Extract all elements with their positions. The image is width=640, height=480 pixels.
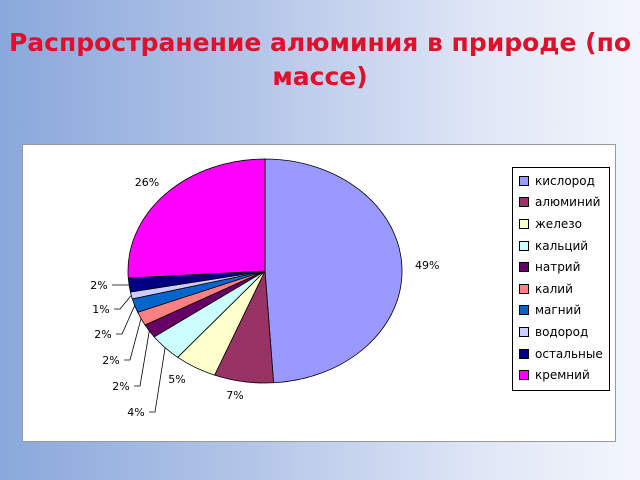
legend-label: алюминий — [535, 195, 601, 210]
pie-slice-1 — [264, 158, 403, 384]
legend-item: остальные — [513, 343, 609, 365]
legend-item: кальций — [513, 235, 609, 257]
legend-swatch — [519, 218, 529, 229]
legend-swatch — [519, 370, 529, 381]
legend-item: водород — [513, 321, 609, 343]
chart-legend: кислород алюминий железо кальций натрий калий… — [512, 167, 610, 391]
legend-swatch — [519, 262, 529, 273]
legend-swatch — [519, 197, 529, 208]
legend-swatch — [519, 283, 529, 294]
pie-chart: 49% 7% 5% 4% 2% 2% 2% 1% 2% 26% — [90, 158, 439, 419]
legend-item: железо — [513, 213, 609, 235]
legend-label: магний — [535, 303, 582, 318]
chart-panel: 49% 7% 5% 4% 2% 2% 2% 1% 2% 26% кислород алюминий ж… — [22, 144, 616, 442]
data-label-3: 5% — [168, 373, 185, 386]
data-label-4: 4% — [127, 406, 144, 419]
leader-line-7 — [116, 305, 136, 335]
legend-swatch — [519, 348, 529, 359]
legend-item: кремний — [513, 364, 609, 386]
legend-label: кислород — [535, 173, 595, 188]
legend-label: водород — [535, 324, 589, 339]
legend-item: алюминий — [513, 192, 609, 214]
leader-line-6 — [124, 318, 142, 361]
legend-label: остальные — [535, 346, 603, 361]
legend-label: кремний — [535, 368, 590, 383]
leader-line-5 — [134, 330, 150, 387]
data-label-5: 2% — [112, 380, 129, 393]
legend-item: магний — [513, 300, 609, 322]
legend-item: калий — [513, 278, 609, 300]
legend-label: кальций — [535, 238, 589, 253]
legend-swatch — [519, 305, 529, 316]
legend-item: кислород — [513, 170, 609, 192]
data-label-10: 26% — [135, 176, 159, 189]
data-label-2: 7% — [226, 389, 243, 402]
legend-label: калий — [535, 281, 573, 296]
data-label-6: 2% — [102, 354, 119, 367]
legend-swatch — [519, 240, 529, 251]
data-label-1: 49% — [415, 259, 439, 272]
leader-line-4 — [149, 347, 166, 413]
legend-label: железо — [535, 216, 582, 231]
legend-swatch — [519, 326, 529, 337]
legend-label: натрий — [535, 260, 581, 275]
data-label-8: 1% — [92, 303, 109, 316]
leader-line-8 — [114, 295, 132, 310]
data-label-9: 2% — [90, 279, 107, 292]
legend-swatch — [519, 175, 529, 186]
legend-item: натрий — [513, 256, 609, 278]
data-label-7: 2% — [94, 328, 111, 341]
slide-title: Распространение алюминия в природе (по м… — [8, 28, 632, 91]
pie-slice-10 — [127, 158, 266, 279]
